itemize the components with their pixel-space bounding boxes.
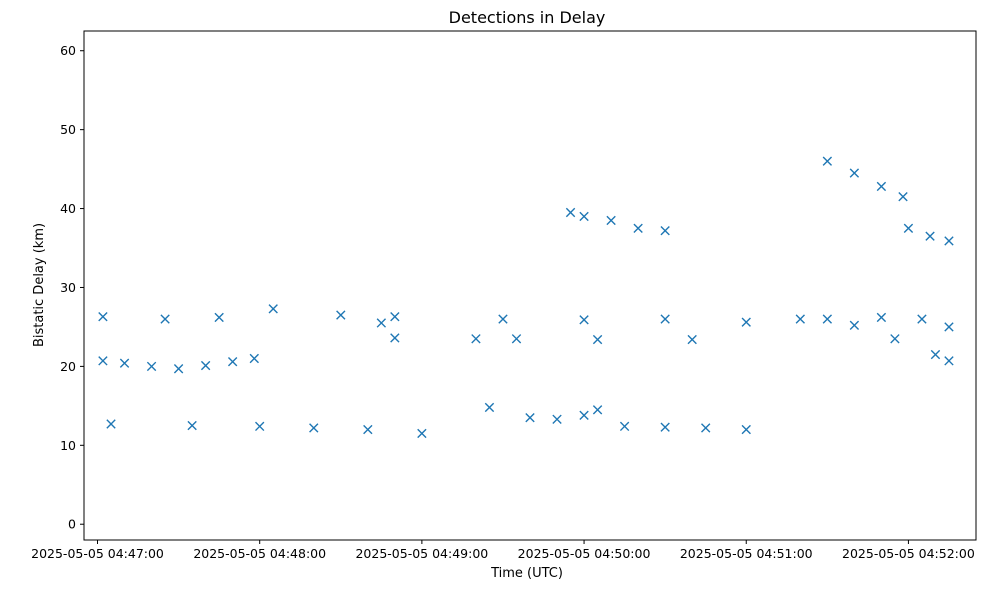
data-point — [890, 334, 900, 344]
data-point — [119, 358, 130, 368]
data-point — [795, 314, 805, 324]
data-point — [925, 231, 935, 241]
x-tick-label: 2025-05-05 04:48:00 — [193, 546, 326, 561]
data-point — [249, 353, 259, 364]
data-point — [525, 412, 535, 423]
data-point — [660, 422, 670, 432]
data-point — [309, 423, 319, 433]
data-point — [592, 334, 603, 345]
axes-frame — [83, 30, 977, 541]
data-point — [579, 211, 589, 222]
data-point — [741, 424, 751, 435]
data-point — [903, 223, 914, 233]
data-point — [552, 414, 562, 424]
data-point — [579, 410, 589, 421]
data-point — [930, 349, 941, 360]
data-point — [944, 322, 954, 332]
data-point — [187, 420, 197, 431]
data-point — [98, 356, 108, 366]
data-point — [200, 360, 211, 371]
data-point — [944, 236, 954, 246]
x-tick-label: 2025-05-05 04:49:00 — [355, 546, 488, 561]
x-tick-label: 2025-05-05 04:47:00 — [31, 546, 164, 561]
x-tick-label: 2025-05-05 04:52:00 — [842, 546, 975, 561]
data-point — [592, 405, 603, 415]
data-points — [98, 156, 954, 439]
data-point — [944, 356, 954, 366]
data-point — [687, 334, 697, 345]
data-point — [390, 333, 400, 343]
data-point — [471, 334, 481, 344]
data-point — [849, 168, 860, 178]
data-point — [390, 311, 400, 322]
data-point — [376, 318, 387, 328]
y-tick-label: 10 — [60, 438, 76, 453]
y-axis-label: Bistatic Delay (km) — [32, 223, 47, 347]
y-tick-label: 20 — [60, 359, 76, 374]
data-point — [876, 312, 887, 323]
data-point — [619, 421, 630, 432]
x-axis: 2025-05-05 04:47:00 2025-05-05 04:48:00 20… — [31, 540, 975, 561]
data-point — [822, 314, 833, 324]
y-tick-label: 60 — [60, 43, 76, 58]
y-tick-label: 30 — [60, 280, 76, 295]
data-point — [822, 156, 833, 166]
data-point — [741, 317, 751, 327]
x-tick-label: 2025-05-05 04:51:00 — [680, 546, 813, 561]
data-point — [417, 428, 427, 439]
data-point — [255, 421, 265, 432]
data-point — [917, 314, 927, 324]
x-axis-label: Time (UTC) — [490, 566, 563, 581]
data-point — [579, 315, 589, 325]
data-point — [660, 225, 670, 236]
y-axis: 0 10 20 30 40 50 60 — [60, 43, 84, 532]
chart-title: Detections in Delay — [449, 8, 606, 27]
data-point — [363, 424, 373, 435]
data-point — [511, 334, 522, 344]
data-point — [98, 311, 108, 322]
data-point — [160, 314, 170, 324]
y-tick-label: 50 — [60, 122, 76, 137]
y-tick-label: 40 — [60, 201, 76, 216]
data-point — [214, 312, 224, 323]
data-point — [268, 304, 278, 314]
data-point — [660, 314, 670, 324]
data-point — [227, 356, 238, 367]
x-tick-label: 2025-05-05 04:50:00 — [518, 546, 651, 561]
data-point — [106, 419, 116, 429]
data-point — [484, 402, 495, 413]
data-point — [701, 423, 711, 433]
data-point — [173, 364, 184, 374]
data-point — [876, 181, 887, 192]
data-point — [146, 361, 157, 372]
data-point — [606, 215, 616, 226]
data-point — [565, 207, 576, 218]
data-point — [498, 314, 508, 324]
data-point — [336, 310, 346, 320]
y-tick-label: 0 — [68, 517, 76, 532]
data-point — [633, 223, 643, 233]
data-point — [849, 320, 860, 331]
data-point — [898, 192, 908, 202]
